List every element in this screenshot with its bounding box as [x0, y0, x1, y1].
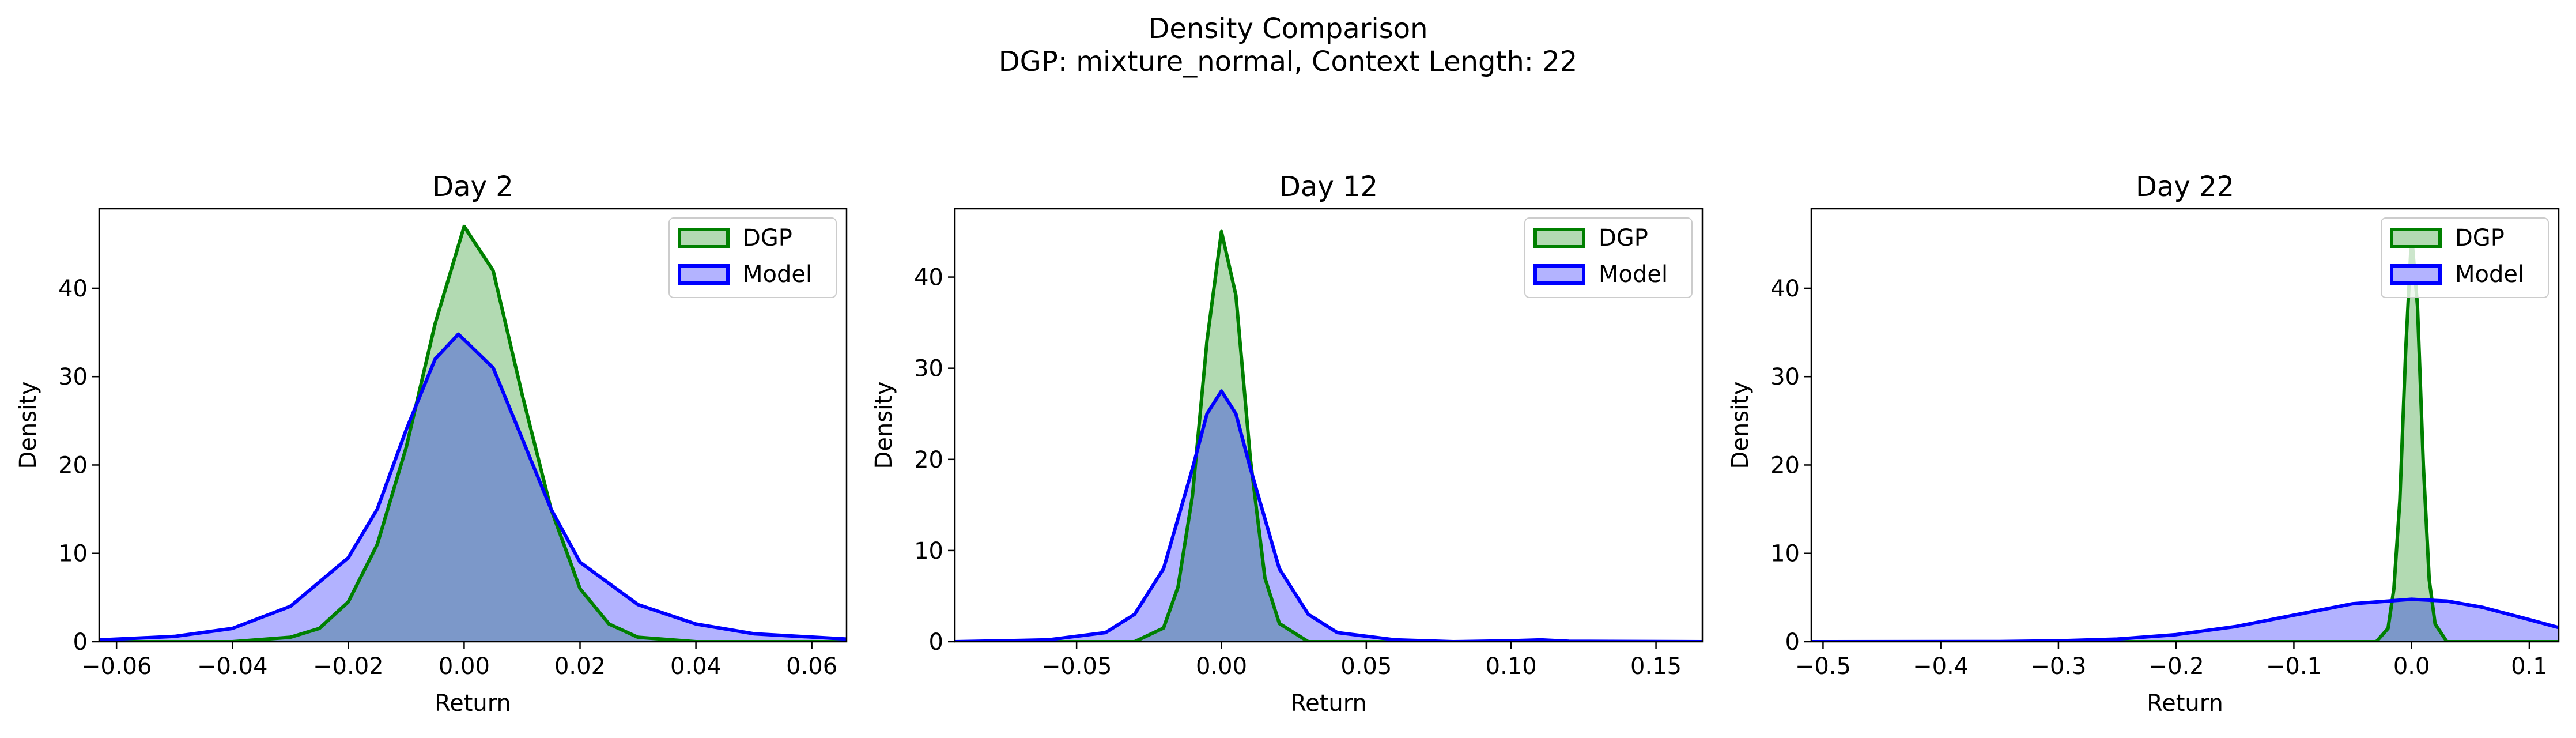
panel-title: Day 22 [2136, 171, 2234, 203]
y-tick-label: 40 [1770, 276, 1800, 302]
y-tick-label: 30 [58, 364, 88, 390]
x-tick-label: 0.05 [1340, 653, 1392, 680]
x-tick-label: −0.5 [1795, 653, 1851, 680]
legend: DGP Model [668, 217, 837, 298]
legend-swatch-model [1533, 264, 1585, 285]
x-tick-label: 0.00 [439, 653, 490, 680]
x-tick-label: −0.3 [2030, 653, 2086, 680]
series-model-line [99, 332, 847, 642]
y-tick-label: 40 [58, 276, 88, 302]
y-tick-label: 0 [1785, 629, 1800, 656]
x-axis-label: Return [2147, 690, 2223, 717]
x-tick-label: −0.04 [197, 653, 268, 680]
series-model-fill [955, 391, 1702, 642]
y-axis-label: Density [1727, 381, 1754, 469]
y-axis-label: Density [15, 381, 41, 469]
y-tick-label: 10 [58, 541, 88, 567]
x-tick-label: 0.06 [786, 653, 837, 680]
legend-swatch-model [2390, 264, 2442, 285]
panel-title: Day 2 [432, 171, 513, 203]
series-dgp-fill [99, 226, 847, 642]
plot-area [99, 224, 847, 642]
x-axis-label: Return [1290, 690, 1367, 717]
legend-label-model: Model [2455, 261, 2524, 288]
panel-day-12: Day 12 −0.05 0.00 0.05 0.10 0.15 0 10 20 30 40 Retu… [871, 171, 1704, 717]
panel-day-2: Day 2 −0.06 −0.04 −0.02 0.00 0.02 0.04 0.06 0 10 2… [15, 171, 848, 717]
series-model-line [1811, 597, 2559, 642]
legend-label-model: Model [1599, 261, 1668, 288]
series-dgp-fill [1811, 235, 2559, 642]
series-model-line [955, 389, 1702, 642]
x-tick-label: −0.2 [2148, 653, 2204, 680]
y-tick-label: 10 [914, 538, 943, 564]
x-tick-label: −0.02 [313, 653, 384, 680]
panel-title: Day 12 [1279, 171, 1378, 203]
x-tick-label: 0.0 [2393, 653, 2430, 680]
legend-swatch-dgp [2390, 228, 2442, 248]
x-tick-label: 0.04 [670, 653, 722, 680]
y-tick-label: 30 [1770, 364, 1800, 390]
panel-day-22: Day 22 −0.5 −0.4 −0.3 −0.2 −0.1 0.0 0.1 0 10 20 30 4… [1727, 171, 2560, 717]
y-tick-label: 0 [73, 629, 88, 656]
y-tick-label: 40 [914, 265, 943, 291]
legend-label-dgp: DGP [743, 225, 792, 251]
axes-frame [1810, 208, 2560, 643]
y-tick-label: 0 [929, 629, 943, 656]
x-tick-label: −0.4 [1913, 653, 1969, 680]
x-tick-label: −0.06 [81, 653, 152, 680]
axes-frame [954, 208, 1704, 643]
x-tick-label: 0.02 [554, 653, 606, 680]
figure-title-line-2: DGP: mixture_normal, Context Length: 22 [999, 46, 1578, 78]
y-tick-label: 20 [58, 452, 88, 479]
x-tick-label: 0.15 [1630, 653, 1682, 680]
x-tick-label: 0.00 [1196, 653, 1247, 680]
x-axis-label: Return [435, 690, 511, 717]
legend-label-model: Model [743, 261, 812, 288]
y-tick-label: 30 [914, 356, 943, 382]
series-dgp-line [955, 229, 1702, 642]
plot-area [955, 229, 1702, 642]
figure-title-line-1: Density Comparison [1148, 13, 1427, 45]
legend-swatch-dgp [1533, 228, 1585, 248]
y-tick-label: 20 [914, 447, 943, 473]
x-tick-label: 0.10 [1486, 653, 1537, 680]
x-tick-label: −0.05 [1041, 653, 1112, 680]
series-dgp-line [99, 224, 847, 642]
legend-swatch-model [678, 264, 730, 285]
axes-frame [98, 208, 848, 643]
legend-swatch-dgp [678, 228, 730, 248]
legend: DGP Model [1524, 217, 1693, 298]
legend-label-dgp: DGP [1599, 225, 1648, 251]
x-tick-label: −0.1 [2266, 653, 2322, 680]
series-model-fill [1811, 599, 2559, 642]
legend: DGP Model [2381, 217, 2549, 298]
y-tick-label: 20 [1770, 452, 1800, 479]
x-tick-label: 0.1 [2511, 653, 2548, 680]
legend-label-dgp: DGP [2455, 225, 2505, 251]
y-axis-label: Density [871, 381, 897, 469]
series-model-fill [99, 334, 847, 642]
y-tick-label: 10 [1770, 541, 1800, 567]
